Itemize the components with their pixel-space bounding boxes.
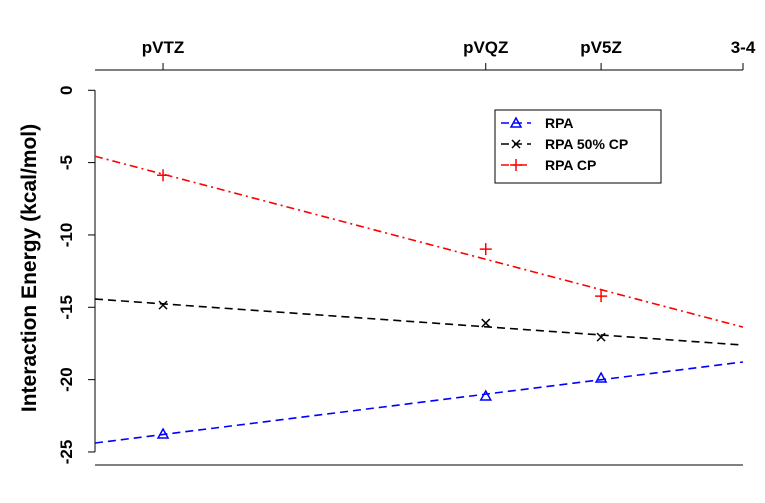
legend-label: RPA	[545, 115, 574, 131]
marker	[509, 116, 523, 128]
marker	[479, 389, 493, 401]
y-tick-label: -25	[57, 440, 76, 465]
marker	[511, 139, 521, 149]
y-tick-label: -15	[57, 295, 76, 320]
marker	[481, 318, 491, 328]
y-tick-label: -10	[57, 223, 76, 248]
marker	[157, 169, 170, 182]
marker	[595, 290, 608, 303]
x-tick-label: pVTZ	[142, 38, 185, 57]
marker	[510, 159, 522, 171]
fit-line	[94, 361, 744, 444]
fit-line	[94, 155, 744, 328]
fit-line	[94, 298, 744, 346]
marker	[479, 243, 492, 256]
x-tick-label: pVQZ	[463, 38, 508, 57]
y-axis-label: Interaction Energy (kcal/mol)	[18, 124, 41, 412]
legend-label: RPA 50% CP	[545, 136, 628, 152]
legend-label: RPA CP	[545, 157, 596, 173]
marker	[158, 300, 168, 310]
x-tick-label: pV5Z	[580, 38, 622, 57]
marker	[596, 332, 606, 342]
marker	[156, 427, 170, 439]
marker	[594, 371, 608, 383]
x-tick-label: 3-4	[731, 38, 756, 57]
y-tick-label: 0	[57, 86, 76, 95]
y-tick-label: -5	[57, 155, 76, 170]
legend-box	[494, 109, 662, 184]
y-tick-label: -20	[57, 367, 76, 392]
